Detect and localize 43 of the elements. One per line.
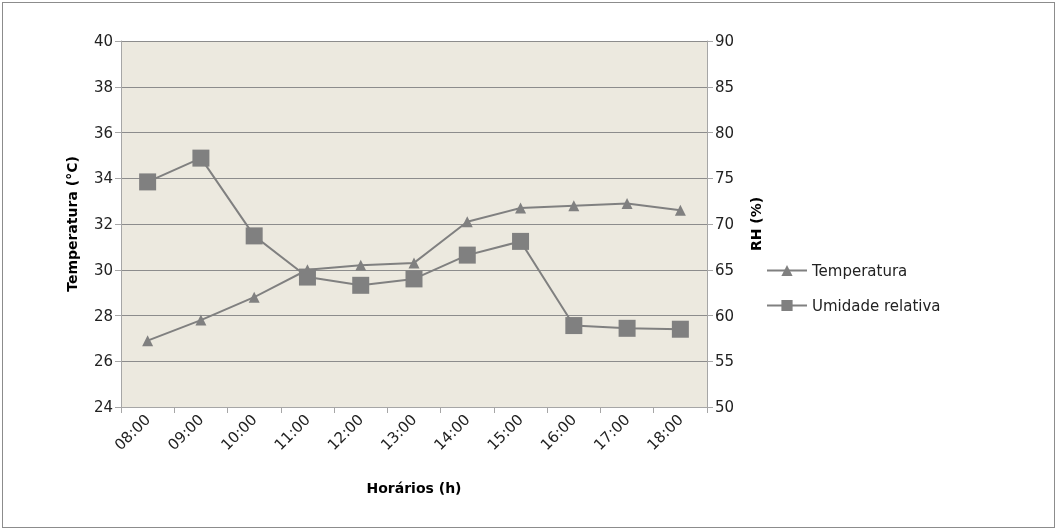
y-tick-label: 32 [93,215,113,233]
y2-axis-title: RH (%) [748,196,764,252]
point [405,270,423,288]
y-tick-label: 40 [93,32,113,50]
y-tick-label: 24 [93,398,113,416]
y-tick-label: 30 [93,260,113,279]
point [674,204,686,216]
point [192,149,210,167]
y2-tick-label: 70 [715,215,735,233]
point [142,335,154,347]
point [355,259,367,271]
y-tick-label: 36 [93,123,113,142]
point [618,319,636,337]
y2-tick-label: 55 [715,352,735,371]
point [408,257,420,269]
y2-tick-label: 85 [715,77,735,96]
point [512,232,530,250]
x-axis-title: Horários (h) [366,480,462,496]
y2-tick-label: 75 [715,169,735,188]
point [565,317,583,335]
point [139,173,157,191]
point [458,246,476,264]
point [248,291,260,303]
y2-tick-label: 50 [715,398,735,416]
y2-tick-label: 80 [715,123,735,142]
y-tick-label: 38 [93,77,113,96]
point [671,320,689,338]
point [461,216,473,228]
legend-label: Temperatura [811,261,908,280]
point [568,200,580,212]
point [621,197,633,209]
y2-tick-label: 65 [715,260,735,279]
y-tick-label: 34 [93,169,113,188]
y-axis-title: Temperatura (°C) [64,156,80,292]
y2-tick-label: 60 [715,306,735,325]
point [195,314,207,326]
point [352,276,370,294]
point [245,227,263,245]
y2-tick-label: 90 [715,32,735,50]
point [515,202,527,214]
y-tick-label: 28 [93,306,113,325]
legend-label: Umidade relativa [812,296,941,315]
y-tick-label: 26 [93,352,113,371]
